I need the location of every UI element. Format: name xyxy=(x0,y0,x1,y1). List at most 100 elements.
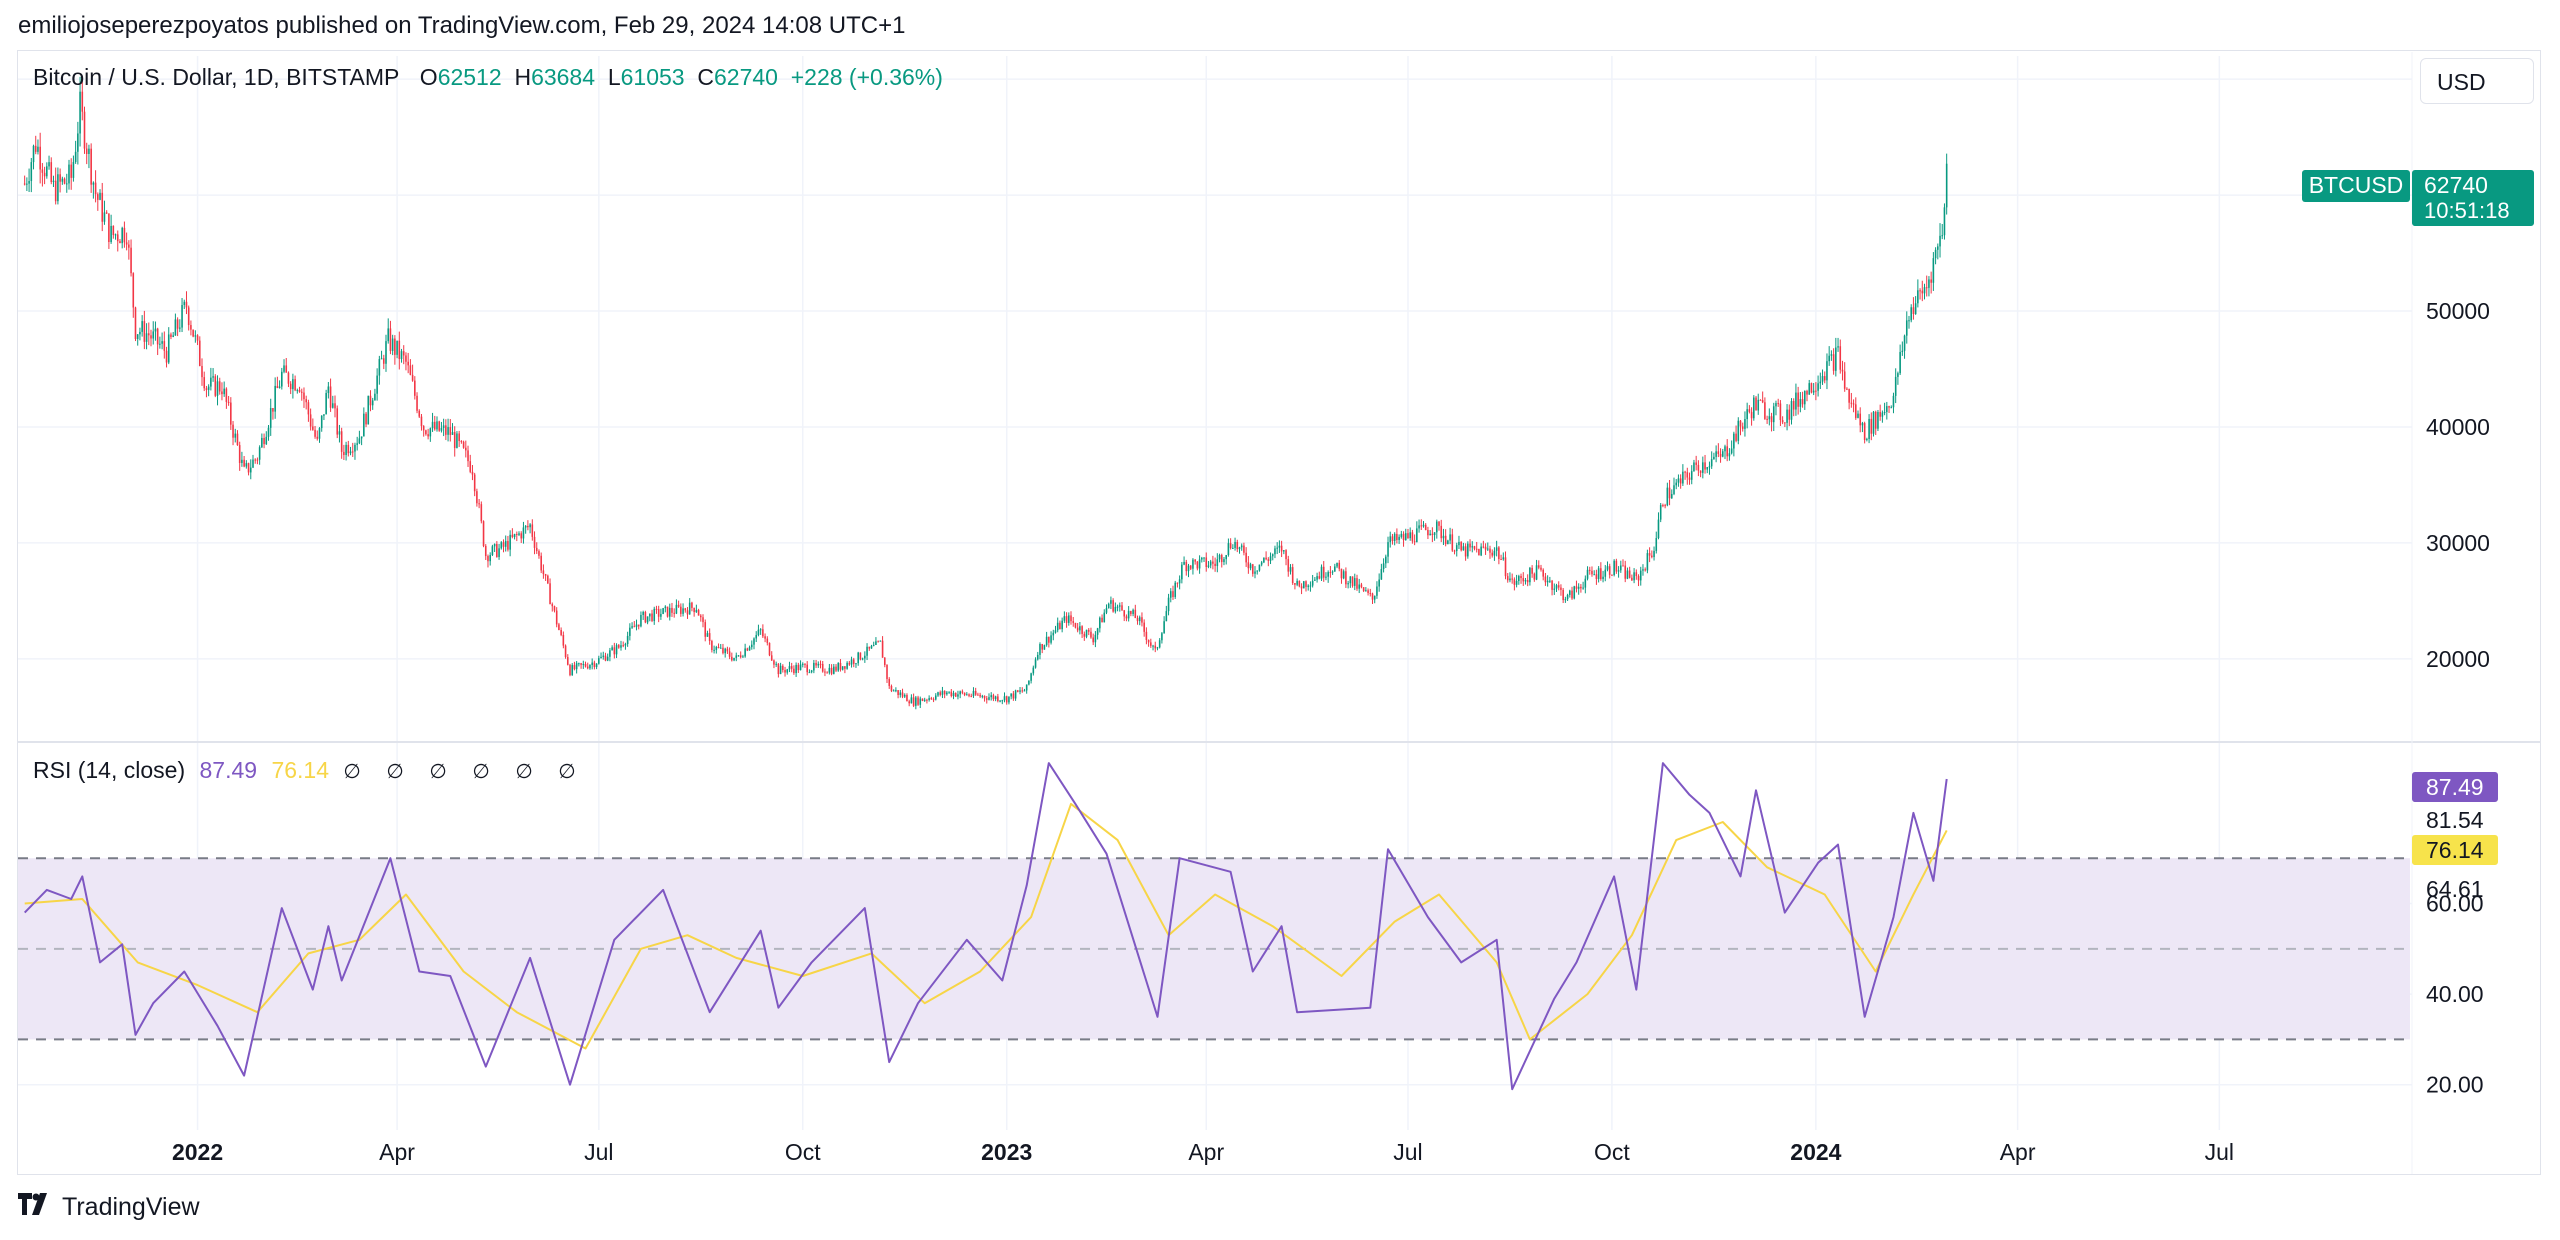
price-candle xyxy=(1535,559,1538,581)
candle-body xyxy=(675,604,678,614)
candle-body xyxy=(1648,553,1651,556)
candle-body xyxy=(1475,548,1478,550)
candle-body xyxy=(1258,564,1261,571)
x-tick-label: 2024 xyxy=(1790,1139,1841,1165)
candle-body xyxy=(1418,525,1420,529)
price-candle xyxy=(1172,585,1174,600)
price-candle xyxy=(1101,614,1103,623)
candle-body xyxy=(770,655,773,661)
candle-body xyxy=(1945,163,1948,208)
rsi-legend-value: 87.49 xyxy=(199,757,258,783)
candle-body xyxy=(1154,645,1157,649)
currency-button[interactable]: USD xyxy=(2420,58,2534,104)
candle-body xyxy=(1775,403,1777,407)
candle-body xyxy=(1167,597,1170,612)
price-candle xyxy=(128,240,130,260)
price-candle xyxy=(1803,390,1806,410)
candle-body xyxy=(1176,582,1179,584)
price-candle xyxy=(68,159,70,190)
candle-body xyxy=(1181,564,1183,580)
price-candle xyxy=(850,656,853,668)
candle-body xyxy=(473,474,476,492)
price-candle xyxy=(1094,631,1097,648)
candle-body xyxy=(1686,472,1689,478)
price-candle xyxy=(875,637,877,645)
candle-body xyxy=(609,650,611,657)
candle-body xyxy=(1883,412,1886,414)
candle-body xyxy=(524,525,527,528)
price-candle xyxy=(1905,311,1908,344)
price-candle xyxy=(808,669,811,674)
publisher-caption: emiliojoseperezpoyatos published on Trad… xyxy=(18,12,906,39)
price-candle xyxy=(629,623,631,641)
price-candle xyxy=(1025,684,1028,694)
price-candle xyxy=(1156,646,1159,651)
candle-body xyxy=(331,403,334,408)
candle-body xyxy=(1092,637,1094,643)
candle-body xyxy=(59,174,61,182)
price-candle xyxy=(555,607,558,628)
price-candle xyxy=(28,168,30,192)
price-candle xyxy=(1611,574,1613,576)
price-candle xyxy=(633,621,636,628)
price-candle xyxy=(788,661,791,673)
candle-body xyxy=(637,624,640,627)
candle-body xyxy=(1034,659,1037,668)
candle-body xyxy=(875,641,877,645)
price-candle xyxy=(1302,580,1305,589)
candle-body xyxy=(864,655,866,659)
price-candle xyxy=(1090,627,1092,639)
price-candle xyxy=(154,321,157,341)
price-candle xyxy=(210,367,212,391)
candle-body xyxy=(1611,574,1613,576)
candle-body xyxy=(1391,536,1394,541)
x-tick-label: Jul xyxy=(1393,1139,1422,1165)
price-candle xyxy=(844,666,846,674)
price-candle xyxy=(238,441,241,471)
candle-body xyxy=(1835,347,1837,371)
candle-body xyxy=(1322,566,1325,578)
candle-body xyxy=(143,321,146,342)
price-candle xyxy=(254,458,257,464)
price-candle xyxy=(1757,393,1760,415)
btcusd-symbol-tag: BTCUSD xyxy=(2309,172,2404,198)
price-candle xyxy=(1165,605,1168,622)
price-candle xyxy=(1549,576,1551,583)
candle-body xyxy=(985,698,988,700)
symbol-name[interactable]: Bitcoin / U.S. Dollar, 1D, BITSTAMP xyxy=(33,64,400,90)
candle-body xyxy=(1008,696,1010,703)
candle-body xyxy=(1626,570,1629,579)
candle-body xyxy=(263,437,265,445)
candle-body xyxy=(1664,505,1666,507)
price-candle xyxy=(316,430,319,441)
price-candle xyxy=(859,652,862,661)
candle-body xyxy=(1203,557,1205,559)
price-candle xyxy=(1555,583,1558,593)
price-candle xyxy=(1826,353,1828,390)
candle-body xyxy=(1145,631,1148,640)
price-candle xyxy=(234,428,237,443)
price-candle xyxy=(312,418,314,431)
candle-body xyxy=(252,459,254,468)
candle-body xyxy=(997,696,999,702)
candle-body xyxy=(1602,576,1604,580)
tradingview-logo-icon[interactable] xyxy=(18,1193,54,1222)
price-candle xyxy=(1212,555,1214,570)
candle-body xyxy=(1251,564,1254,574)
candle-body xyxy=(748,647,751,651)
candle-body xyxy=(77,133,79,152)
candle-body xyxy=(136,334,139,339)
candle-body xyxy=(123,227,126,243)
rsi-indicator-name[interactable]: RSI (14, close) xyxy=(33,757,186,783)
tradingview-brand[interactable]: TradingView xyxy=(62,1193,200,1221)
candle-body xyxy=(1509,578,1511,581)
candle-body xyxy=(1932,258,1935,283)
candle-body xyxy=(1447,540,1449,545)
candle-body xyxy=(1300,586,1303,589)
candle-body xyxy=(1422,524,1425,527)
candle-body xyxy=(615,645,618,655)
price-candle xyxy=(1056,617,1059,633)
price-candle xyxy=(489,552,491,566)
candle-body xyxy=(1220,554,1223,563)
